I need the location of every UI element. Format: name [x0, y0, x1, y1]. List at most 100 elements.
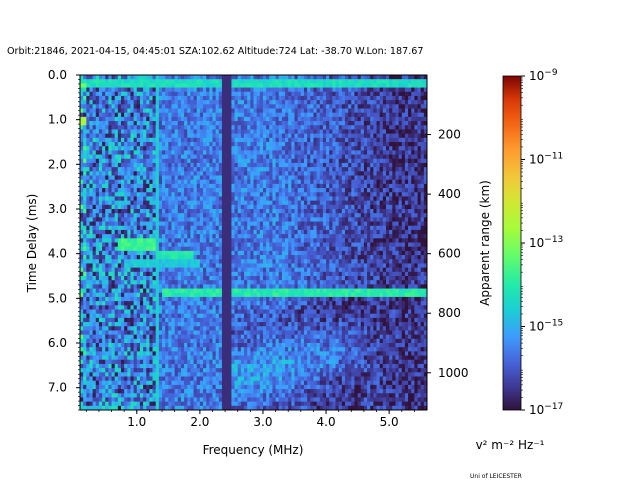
heatmap-cell — [225, 250, 229, 256]
heatmap-cell — [385, 250, 390, 256]
heatmap-cell — [423, 221, 428, 227]
heatmap-cell — [196, 209, 201, 214]
heatmap-cell — [95, 154, 100, 160]
heatmap-cell — [187, 158, 191, 164]
heatmap-cell — [385, 229, 390, 235]
heatmap-cell — [108, 238, 112, 243]
heatmap-cell — [190, 238, 194, 243]
heatmap-cell — [146, 259, 150, 264]
heatmap-cell — [228, 246, 232, 252]
heatmap-cell — [313, 217, 317, 222]
heatmap-cell — [89, 79, 94, 84]
heatmap-cell — [231, 255, 235, 260]
heatmap-cell — [165, 104, 169, 109]
heatmap-cell — [221, 95, 226, 101]
heatmap-cell — [404, 238, 409, 243]
heatmap-cell — [316, 79, 321, 84]
heatmap-cell — [294, 167, 299, 172]
heatmap-cell — [136, 204, 141, 210]
heatmap-cell — [108, 204, 112, 210]
heatmap-cell — [193, 87, 198, 93]
heatmap-cell — [139, 150, 144, 155]
heatmap-cell — [193, 129, 198, 135]
heatmap-cell — [83, 192, 87, 197]
heatmap-cell — [404, 242, 409, 248]
heatmap-cell — [423, 200, 428, 206]
heatmap-cell — [253, 91, 258, 97]
heatmap-cell — [382, 225, 387, 231]
heatmap-cell — [344, 183, 349, 189]
heatmap-cell — [360, 192, 365, 197]
heatmap-cell — [146, 196, 150, 202]
heatmap-cell — [174, 121, 179, 126]
heatmap-cell — [297, 116, 302, 122]
heatmap-cell — [92, 250, 97, 256]
heatmap-cell — [344, 100, 349, 105]
heatmap-cell — [155, 217, 160, 222]
heatmap-cell — [313, 225, 317, 231]
heatmap-cell — [420, 188, 425, 193]
heatmap-cell — [307, 95, 311, 101]
heatmap-cell — [206, 146, 210, 151]
heatmap-cell — [114, 162, 119, 168]
heatmap-cell — [385, 188, 390, 193]
heatmap-cell — [408, 225, 412, 231]
heatmap-cell — [83, 121, 87, 126]
heatmap-cell — [411, 183, 415, 189]
heatmap-cell — [146, 116, 150, 122]
heatmap-cell — [322, 221, 327, 227]
heatmap-cell — [89, 142, 94, 147]
heatmap-cell — [171, 104, 176, 109]
heatmap-cell — [165, 75, 169, 80]
heatmap-cell — [108, 121, 112, 126]
heatmap-cell — [288, 146, 292, 151]
heatmap-cell — [404, 221, 409, 227]
heatmap-cell — [124, 167, 128, 172]
heatmap-cell — [80, 154, 84, 160]
heatmap-cell — [133, 133, 138, 139]
heatmap-cell — [212, 188, 217, 193]
heatmap-cell — [423, 104, 428, 109]
heatmap-cell — [83, 129, 87, 135]
heatmap-cell — [307, 259, 311, 264]
heatmap-cell — [382, 259, 387, 264]
heatmap-cell — [272, 87, 276, 93]
heatmap-cell — [209, 255, 213, 260]
heatmap-cell — [143, 150, 147, 155]
heatmap-cell — [149, 83, 153, 88]
heatmap-cell — [303, 183, 308, 189]
heatmap-cell — [124, 162, 128, 168]
heatmap-cell — [177, 100, 182, 105]
heatmap-cell — [326, 183, 330, 189]
heatmap-cell — [262, 137, 267, 143]
heatmap-cell — [285, 154, 289, 160]
heatmap-cell — [294, 125, 299, 130]
heatmap-cell — [382, 171, 387, 176]
heatmap-cell — [244, 259, 248, 264]
heatmap-cell — [162, 167, 166, 172]
heatmap-cell — [319, 125, 324, 130]
heatmap-cell — [363, 242, 368, 248]
heatmap-cell — [196, 83, 201, 88]
heatmap-cell — [177, 167, 182, 172]
heatmap-cell — [237, 125, 242, 130]
heatmap-cell — [89, 150, 94, 155]
heatmap-cell — [256, 116, 261, 122]
heatmap-cell — [174, 183, 179, 189]
heatmap-cell — [389, 209, 393, 214]
heatmap-cell — [158, 75, 163, 80]
heatmap-cell — [360, 162, 365, 168]
heatmap-cell — [300, 204, 305, 210]
heatmap-cell — [199, 79, 204, 84]
heatmap-cell — [250, 75, 254, 80]
heatmap-cell — [221, 137, 226, 143]
heatmap-cell — [133, 91, 138, 97]
heatmap-cell — [237, 238, 242, 243]
heatmap-cell — [196, 95, 201, 101]
heatmap-cell — [285, 250, 289, 256]
heatmap-cell — [105, 242, 109, 248]
heatmap-cell — [401, 250, 406, 256]
heatmap-cell — [184, 87, 188, 93]
heatmap-cell — [269, 112, 273, 118]
heatmap-cell — [196, 108, 201, 114]
